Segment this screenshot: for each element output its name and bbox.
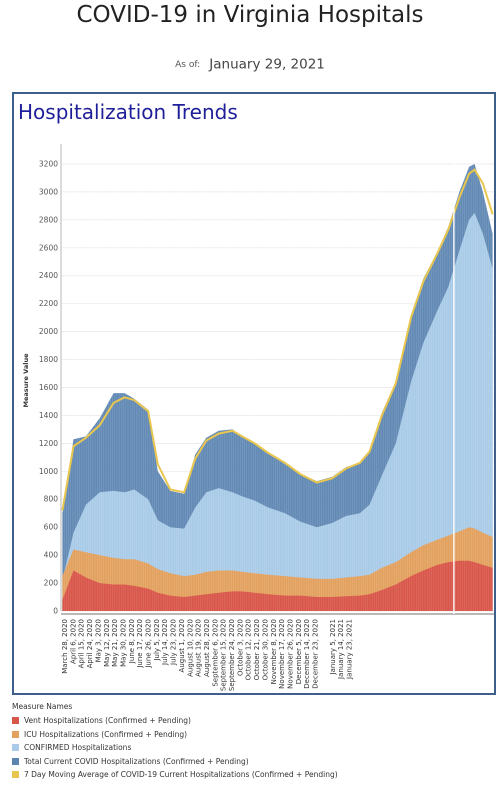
legend: Measure Names Vent Hospitalizations (Con… (12, 702, 492, 782)
as-of-label: As of: (175, 59, 201, 70)
legend-title: Measure Names (12, 702, 73, 711)
series-area-confirmed (62, 212, 493, 611)
x-tick-label: August 10, 2020 (186, 619, 194, 677)
x-tick-label: January 5, 2021 (329, 619, 337, 675)
legend-item-vent[interactable]: Vent Hospitalizations (Confirmed + Pendi… (12, 714, 492, 728)
y-axis-title: Measure Value (22, 353, 30, 408)
legend-label: Total Current COVID Hospitalizations (Co… (24, 756, 249, 766)
x-tick-label: May 12, 2020 (103, 619, 111, 667)
x-tick-label: July 23, 2020 (170, 619, 178, 666)
y-tick-label: 800 (44, 495, 59, 504)
legend-item-icu[interactable]: ICU Hospitalizations (Confirmed + Pendin… (12, 728, 492, 742)
x-tick-label: December 5, 2020 (295, 619, 303, 684)
x-tick-label: December 14, 2020 (303, 619, 311, 689)
y-tick-label: 2800 (39, 215, 58, 224)
y-tick-label: 0 (53, 607, 58, 616)
y-tick-label: 1400 (39, 411, 58, 420)
legend-item-total[interactable]: Total Current COVID Hospitalizations (Co… (12, 755, 492, 769)
x-tick-label: January 23, 2021 (346, 619, 354, 680)
legend-item-confirmed[interactable]: CONFIRMED Hospitalizations (12, 741, 492, 755)
x-tick-label: September 6, 2020 (211, 619, 219, 687)
legend-swatch (12, 771, 19, 779)
x-tick-label: October 12, 2020 (245, 619, 253, 680)
legend-label: ICU Hospitalizations (Confirmed + Pendin… (24, 729, 188, 739)
x-tick-label: December 23, 2020 (312, 619, 320, 689)
x-tick-label: April 6, 2020 (69, 619, 77, 664)
x-tick-label: April 24, 2020 (86, 619, 94, 668)
y-tick-label: 2400 (39, 271, 58, 280)
legend-swatch (12, 730, 19, 738)
page-title: COVID-19 in Virginia Hospitals (76, 2, 424, 28)
hospitalization-trends-panel: 0 200 400 600 800 1000 1200 1400 1600 1800 2000 220… (12, 92, 496, 695)
y-tick-label: 400 (44, 551, 59, 560)
as-of-row: As of: January 29, 2021 (0, 54, 500, 73)
legend-label: CONFIRMED Hospitalizations (24, 743, 132, 753)
x-tick-label: November 17, 2020 (278, 619, 286, 689)
y-tick-label: 2200 (39, 299, 58, 308)
x-tick-label: September 24, 2020 (228, 619, 236, 691)
y-tick-label: 3200 (39, 159, 58, 168)
series-line-moving-average (61, 168, 494, 511)
x-tick-label: August 1, 2020 (178, 619, 186, 672)
x-tick-label: March 28, 2020 (61, 619, 69, 674)
x-tick-label: June 17, 2020 (136, 619, 144, 669)
x-tick-label: July 14, 2020 (161, 619, 169, 666)
x-tick-label: May 30, 2020 (119, 619, 127, 667)
y-tick-label: 2000 (39, 327, 58, 336)
legend-item-moving-average[interactable]: 7 Day Moving Average of COVID-19 Current… (12, 768, 492, 782)
hospitalization-chart[interactable]: 0 200 400 600 800 1000 1200 1400 1600 1800 2000 220… (14, 94, 494, 693)
x-tick-label: October 3, 2020 (236, 619, 244, 676)
x-tick-label: October 21, 2020 (253, 619, 261, 680)
x-tick-label: November 8, 2020 (270, 619, 278, 684)
legend-swatch (12, 744, 19, 752)
x-tick-label: July 5, 2020 (153, 619, 161, 662)
x-tick-label: June 26, 2020 (145, 619, 153, 669)
x-tick-label: May 3, 2020 (94, 619, 102, 662)
y-tick-label: 200 (44, 579, 59, 588)
y-tick-label: 1600 (39, 383, 58, 392)
legend-swatch (12, 757, 19, 765)
x-tick-label: April 15, 2020 (78, 619, 86, 668)
legend-label: 7 Day Moving Average of COVID-19 Current… (24, 770, 338, 780)
as-of-date: January 29, 2021 (209, 56, 325, 73)
y-tick-label: 1800 (39, 355, 58, 364)
x-tick-label: November 26, 2020 (286, 619, 294, 689)
series-area-vent (62, 560, 493, 611)
y-tick-label: 3000 (39, 187, 58, 196)
x-tick-label: August 19, 2020 (195, 619, 203, 677)
y-tick-label: 600 (44, 523, 59, 532)
x-tick-label: January 14, 2021 (337, 619, 345, 680)
y-tick-label: 2600 (39, 243, 58, 252)
x-tick-label: June 8, 2020 (128, 619, 136, 664)
x-tick-label: September 15, 2020 (220, 619, 228, 691)
legend-label: Vent Hospitalizations (Confirmed + Pendi… (24, 716, 191, 726)
x-tick-label: May 21, 2020 (111, 619, 119, 667)
y-tick-label: 1000 (39, 467, 58, 476)
y-tick-label: 1200 (39, 439, 58, 448)
legend-swatch (12, 717, 19, 725)
panel-title: Hospitalization Trends (18, 100, 238, 124)
x-tick-label: October 30, 2020 (261, 619, 269, 680)
x-tick-label: August 28, 2020 (203, 619, 211, 677)
